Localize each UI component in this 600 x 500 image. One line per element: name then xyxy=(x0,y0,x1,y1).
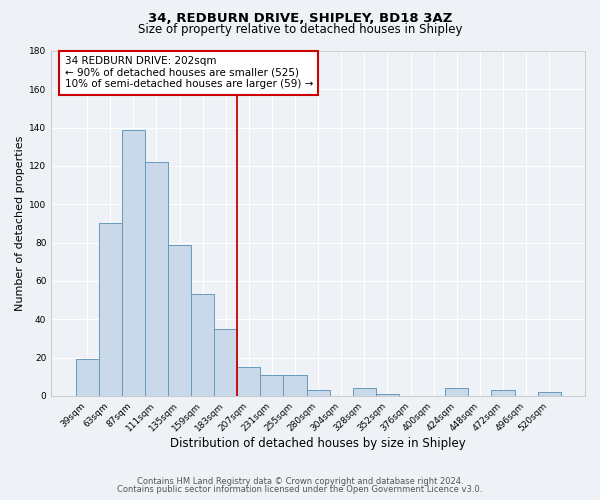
Y-axis label: Number of detached properties: Number of detached properties xyxy=(15,136,25,311)
Bar xyxy=(283,375,307,396)
Bar xyxy=(145,162,168,396)
Bar xyxy=(353,388,376,396)
Bar xyxy=(122,130,145,396)
Bar xyxy=(491,390,515,396)
Bar xyxy=(538,392,561,396)
Bar xyxy=(214,329,237,396)
Bar xyxy=(237,367,260,396)
Bar xyxy=(191,294,214,396)
Bar xyxy=(98,224,122,396)
Bar xyxy=(445,388,469,396)
Bar xyxy=(76,360,98,396)
Bar xyxy=(376,394,399,396)
Bar xyxy=(168,244,191,396)
Text: Size of property relative to detached houses in Shipley: Size of property relative to detached ho… xyxy=(138,22,462,36)
Text: 34, REDBURN DRIVE, SHIPLEY, BD18 3AZ: 34, REDBURN DRIVE, SHIPLEY, BD18 3AZ xyxy=(148,12,452,26)
Bar xyxy=(260,375,283,396)
Text: Contains public sector information licensed under the Open Government Licence v3: Contains public sector information licen… xyxy=(118,485,482,494)
Text: Contains HM Land Registry data © Crown copyright and database right 2024.: Contains HM Land Registry data © Crown c… xyxy=(137,477,463,486)
X-axis label: Distribution of detached houses by size in Shipley: Distribution of detached houses by size … xyxy=(170,437,466,450)
Text: 34 REDBURN DRIVE: 202sqm
← 90% of detached houses are smaller (525)
10% of semi-: 34 REDBURN DRIVE: 202sqm ← 90% of detach… xyxy=(65,56,313,90)
Bar xyxy=(307,390,329,396)
